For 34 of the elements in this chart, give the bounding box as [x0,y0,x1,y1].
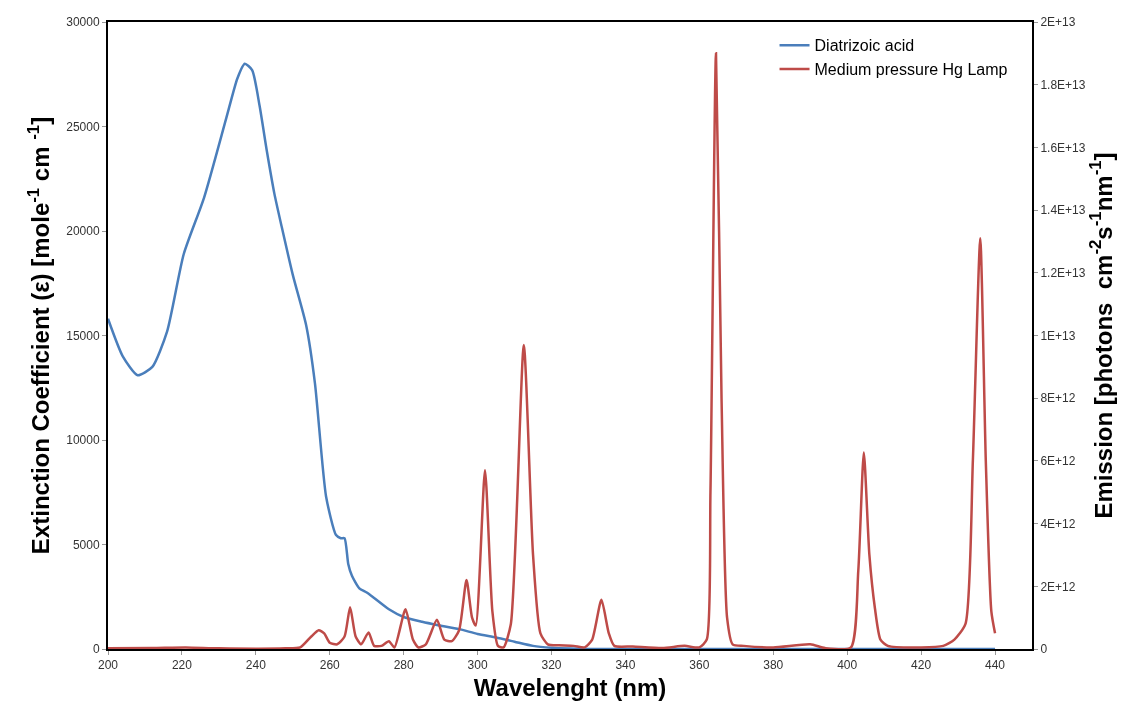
y-tick-label: 25000 [66,119,100,134]
x-tick-label: 220 [171,658,193,673]
y-tick-label: 15000 [66,328,100,343]
y2-tick-label: 2E+12 [1040,579,1076,594]
x-tick-label: 440 [985,658,1006,673]
x-tick-label: 300 [467,658,488,673]
y2-tick-label: 4E+12 [1040,516,1076,531]
y2-tick-label: 1.2E+13 [1040,266,1086,280]
x-tick-label: 280 [393,658,415,673]
y2-tick-label: 1.6E+13 [1040,140,1086,155]
y-tick-label: 0 [92,642,100,657]
y2-tick-label: 8E+12 [1040,391,1076,406]
x-tick-label: 200 [97,658,119,673]
y-tick-label: 10000 [66,433,100,448]
y2-tick-label: 0 [1040,642,1048,657]
y2-tick-label: 6E+12 [1040,454,1076,469]
x-tick-label: 260 [319,658,341,673]
x-tick-label: 380 [763,658,784,673]
y2-tick-label: 1.8E+13 [1040,77,1086,92]
x-axis-title: Wavelenght (nm) [473,674,667,702]
y-tick-label: 5000 [72,537,100,552]
x-tick-label: 240 [245,658,267,673]
x-tick-label: 320 [541,658,562,673]
x-tick-label: 360 [689,658,710,673]
x-tick-label: 420 [911,658,932,673]
legend-label: Medium pressure Hg Lamp [814,61,1008,79]
y-tick-label: 20000 [66,224,100,239]
y2-tick-label: 1.4E+13 [1040,203,1086,218]
x-tick-label: 400 [837,658,858,673]
y2-tick-label: 1E+13 [1040,328,1076,343]
legend-label: Diatrizoic acid [814,37,915,55]
y2-tick-label: 2E+13 [1040,15,1076,30]
y-tick-label: 30000 [66,15,100,30]
x-tick-label: 340 [615,658,636,673]
